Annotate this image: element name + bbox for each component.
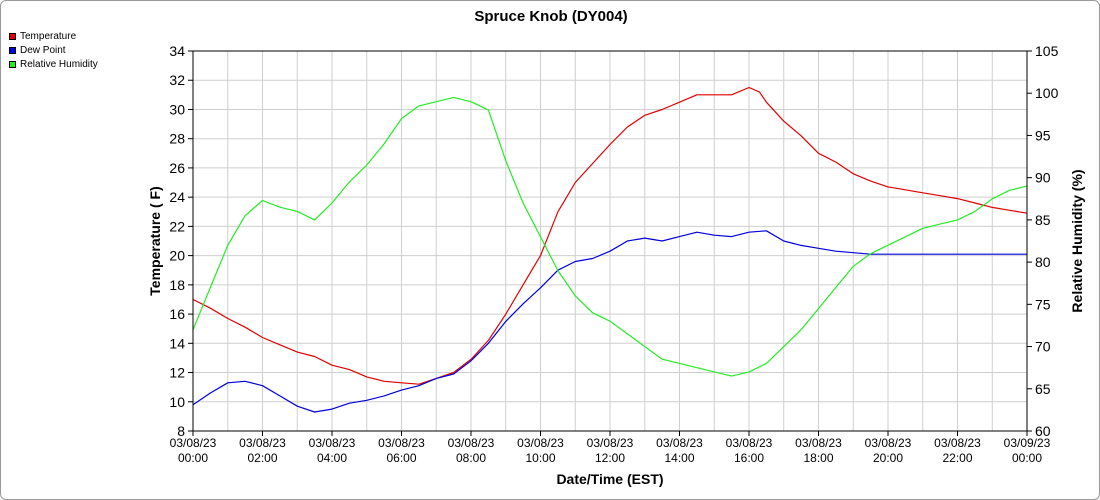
x-tick-label-date: 03/08/23 (309, 436, 356, 450)
x-tick-label-date: 03/08/23 (656, 436, 703, 450)
legend-item-temperature: Temperature (9, 29, 98, 43)
y-left-tick-label: 26 (169, 160, 185, 176)
legend-swatch-dew-point (9, 46, 16, 54)
legend-label-temperature: Temperature (20, 30, 77, 42)
x-tick-label-date: 03/08/23 (865, 436, 912, 450)
y-right-tick-label: 75 (1035, 296, 1051, 312)
y-left-tick-label: 8 (177, 423, 185, 439)
x-tick-label-time: 10:00 (525, 451, 555, 465)
y-left-tick-label: 12 (169, 365, 185, 381)
y-right-tick-label: 80 (1035, 254, 1051, 270)
y-right-tick-label: 65 (1035, 381, 1051, 397)
x-axis-label: Date/Time (EST) (556, 471, 663, 487)
y-left-tick-label: 30 (169, 101, 185, 117)
y-axis-right-label: Relative Humidity (%) (1069, 169, 1085, 312)
x-tick-label-date: 03/09/23 (1004, 436, 1051, 450)
axes: 8 10 12 14 16 18 20 22 24 26 28 30 32 34 60 65 70 75 80 85 9… (169, 43, 1058, 465)
legend: Temperature Dew Point Relative Humidity (9, 29, 98, 71)
y-right-tick-label: 105 (1035, 43, 1059, 59)
grid (192, 50, 1028, 432)
x-tick-label-time: 20:00 (873, 451, 903, 465)
x-tick-label-time: 16:00 (734, 451, 764, 465)
y-right-tick-label: 85 (1035, 212, 1051, 228)
x-tick-label-time: 12:00 (595, 451, 625, 465)
y-left-tick-label: 18 (169, 277, 185, 293)
x-tick-label-time: 18:00 (803, 451, 833, 465)
legend-swatch-relative-humidity (9, 60, 16, 68)
series-layer (192, 86, 1028, 413)
x-tick-label-date: 03/08/23 (239, 436, 286, 450)
x-tick-label-time: 06:00 (386, 451, 416, 465)
x-tick-label-date: 03/08/23 (378, 436, 425, 450)
y-left-tick-label: 34 (169, 43, 185, 59)
x-tick-label-time: 00:00 (1012, 451, 1042, 465)
x-tick-label-date: 03/08/23 (587, 436, 634, 450)
y-left-tick-label: 32 (169, 72, 185, 88)
x-tick-label-time: 02:00 (247, 451, 277, 465)
y-left-tick-label: 16 (169, 306, 185, 322)
y-right-tick-label: 70 (1035, 339, 1051, 355)
y-left-tick-label: 24 (169, 189, 185, 205)
x-tick-label-time: 22:00 (942, 451, 972, 465)
x-tick-label-date: 03/08/23 (517, 436, 564, 450)
y-right-tick-label: 95 (1035, 127, 1051, 143)
chart-title: Spruce Knob (DY004) (474, 8, 627, 25)
x-tick-label-time: 00:00 (178, 451, 208, 465)
series-line-dew-point (192, 230, 1027, 413)
y-left-tick-label: 14 (169, 335, 185, 351)
y-left-tick-label: 22 (169, 218, 185, 234)
x-tick-label-time: 14:00 (664, 451, 694, 465)
y-right-tick-label: 90 (1035, 170, 1051, 186)
x-tick-label-date: 03/08/23 (170, 436, 217, 450)
x-tick-label-time: 08:00 (456, 451, 486, 465)
x-tick-label-date: 03/08/23 (726, 436, 773, 450)
y-left-tick-label: 20 (169, 248, 185, 264)
y-left-tick-label: 28 (169, 131, 185, 147)
y-left-tick-label: 10 (169, 394, 185, 410)
x-tick-label-date: 03/08/23 (448, 436, 495, 450)
series-line-relative-humidity (192, 96, 1028, 377)
x-tick-label-time: 04:00 (317, 451, 347, 465)
y-axis-left-label: Temperature ( F) (147, 186, 163, 295)
legend-label-relative-humidity: Relative Humidity (20, 58, 98, 70)
legend-item-dew-point: Dew Point (9, 43, 98, 57)
series-line-temperature (192, 86, 1028, 385)
y-right-tick-label: 60 (1035, 423, 1051, 439)
legend-swatch-temperature (9, 32, 16, 40)
legend-item-relative-humidity: Relative Humidity (9, 57, 98, 71)
y-right-tick-label: 100 (1035, 85, 1059, 101)
legend-label-dew-point: Dew Point (20, 44, 66, 56)
x-tick-label-date: 03/08/23 (934, 436, 981, 450)
x-tick-label-date: 03/08/23 (795, 436, 842, 450)
